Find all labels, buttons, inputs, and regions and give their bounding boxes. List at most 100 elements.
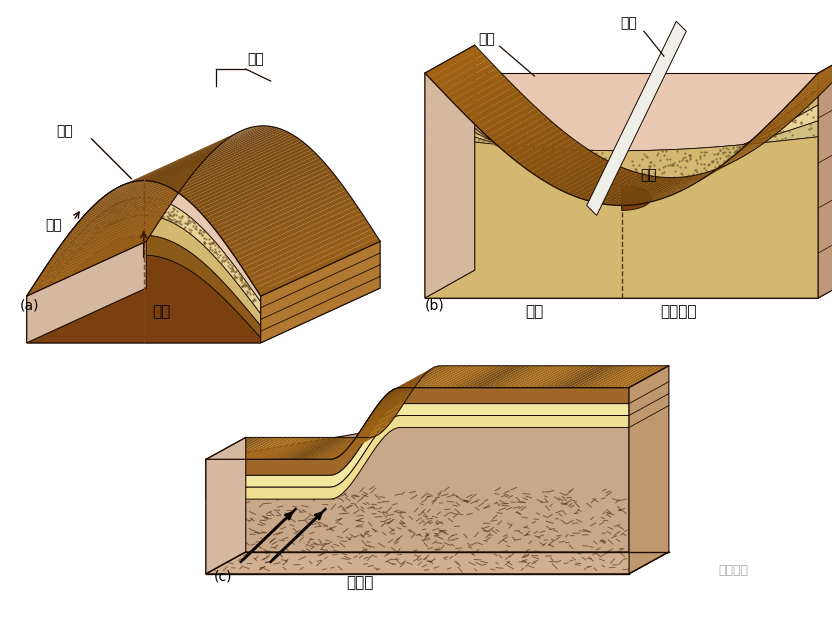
Polygon shape bbox=[488, 366, 532, 387]
Polygon shape bbox=[132, 126, 254, 182]
Polygon shape bbox=[582, 366, 626, 387]
Polygon shape bbox=[223, 437, 267, 459]
Polygon shape bbox=[58, 190, 180, 249]
Polygon shape bbox=[743, 116, 797, 148]
Polygon shape bbox=[441, 366, 485, 387]
Polygon shape bbox=[206, 404, 629, 487]
Polygon shape bbox=[296, 437, 339, 459]
Text: 轴面: 轴面 bbox=[57, 124, 73, 138]
Polygon shape bbox=[203, 160, 325, 218]
Polygon shape bbox=[210, 437, 254, 459]
Polygon shape bbox=[672, 165, 726, 195]
Polygon shape bbox=[465, 86, 519, 119]
Polygon shape bbox=[774, 86, 828, 119]
Polygon shape bbox=[182, 141, 304, 197]
Polygon shape bbox=[317, 437, 361, 459]
Polygon shape bbox=[27, 235, 261, 338]
Polygon shape bbox=[565, 366, 609, 387]
Polygon shape bbox=[747, 112, 801, 144]
Polygon shape bbox=[27, 197, 261, 314]
Polygon shape bbox=[716, 138, 771, 169]
Polygon shape bbox=[655, 172, 709, 201]
Polygon shape bbox=[171, 134, 294, 190]
Polygon shape bbox=[211, 170, 333, 228]
Polygon shape bbox=[721, 135, 775, 166]
Polygon shape bbox=[249, 437, 293, 459]
Polygon shape bbox=[166, 131, 289, 187]
Polygon shape bbox=[266, 437, 310, 459]
Polygon shape bbox=[540, 151, 594, 181]
Polygon shape bbox=[389, 367, 434, 392]
Polygon shape bbox=[245, 217, 367, 276]
Polygon shape bbox=[570, 366, 613, 387]
Polygon shape bbox=[330, 437, 374, 459]
Text: 背斜: 背斜 bbox=[152, 304, 170, 320]
Polygon shape bbox=[620, 178, 674, 205]
Polygon shape bbox=[668, 167, 722, 196]
Polygon shape bbox=[53, 197, 175, 256]
Polygon shape bbox=[552, 366, 596, 387]
Polygon shape bbox=[291, 437, 335, 459]
Polygon shape bbox=[116, 132, 239, 188]
Polygon shape bbox=[134, 126, 257, 181]
Polygon shape bbox=[518, 135, 572, 166]
Polygon shape bbox=[40, 217, 162, 276]
Polygon shape bbox=[145, 126, 267, 181]
Polygon shape bbox=[425, 121, 818, 163]
Polygon shape bbox=[814, 45, 834, 78]
Polygon shape bbox=[27, 181, 261, 302]
Text: 轴面: 轴面 bbox=[479, 32, 495, 46]
Polygon shape bbox=[566, 165, 620, 195]
Polygon shape bbox=[425, 45, 480, 78]
Polygon shape bbox=[518, 366, 562, 387]
Polygon shape bbox=[200, 157, 322, 215]
Polygon shape bbox=[522, 366, 566, 387]
Polygon shape bbox=[787, 73, 834, 106]
Polygon shape bbox=[313, 437, 357, 459]
Polygon shape bbox=[262, 437, 305, 459]
Polygon shape bbox=[641, 175, 696, 204]
Polygon shape bbox=[434, 54, 488, 87]
Polygon shape bbox=[778, 82, 832, 114]
Polygon shape bbox=[61, 186, 183, 245]
Polygon shape bbox=[82, 160, 204, 218]
Polygon shape bbox=[206, 552, 669, 574]
Polygon shape bbox=[535, 147, 590, 178]
Polygon shape bbox=[50, 201, 173, 260]
Polygon shape bbox=[158, 128, 280, 184]
Polygon shape bbox=[258, 237, 380, 296]
Polygon shape bbox=[595, 366, 639, 387]
Polygon shape bbox=[156, 127, 278, 183]
Polygon shape bbox=[244, 437, 289, 459]
Polygon shape bbox=[548, 366, 592, 387]
Polygon shape bbox=[228, 437, 271, 459]
Polygon shape bbox=[300, 437, 344, 459]
Polygon shape bbox=[161, 129, 283, 184]
Polygon shape bbox=[770, 91, 824, 123]
Polygon shape bbox=[454, 366, 498, 387]
Polygon shape bbox=[625, 366, 669, 387]
Polygon shape bbox=[187, 145, 309, 202]
Polygon shape bbox=[90, 152, 212, 210]
Polygon shape bbox=[584, 172, 638, 201]
Polygon shape bbox=[227, 190, 349, 249]
Polygon shape bbox=[88, 155, 209, 212]
Polygon shape bbox=[103, 141, 225, 197]
Polygon shape bbox=[347, 422, 391, 449]
Polygon shape bbox=[274, 437, 319, 459]
Polygon shape bbox=[359, 404, 404, 432]
Polygon shape bbox=[111, 135, 233, 192]
Polygon shape bbox=[730, 128, 784, 159]
Polygon shape bbox=[487, 108, 541, 140]
Polygon shape bbox=[257, 437, 301, 459]
Polygon shape bbox=[458, 366, 502, 387]
Polygon shape bbox=[243, 213, 364, 271]
Polygon shape bbox=[208, 167, 330, 225]
Polygon shape bbox=[478, 99, 532, 131]
Polygon shape bbox=[765, 95, 819, 128]
Polygon shape bbox=[443, 64, 497, 96]
Polygon shape bbox=[250, 225, 372, 284]
Polygon shape bbox=[616, 366, 661, 387]
Polygon shape bbox=[35, 225, 157, 284]
Polygon shape bbox=[425, 270, 834, 298]
